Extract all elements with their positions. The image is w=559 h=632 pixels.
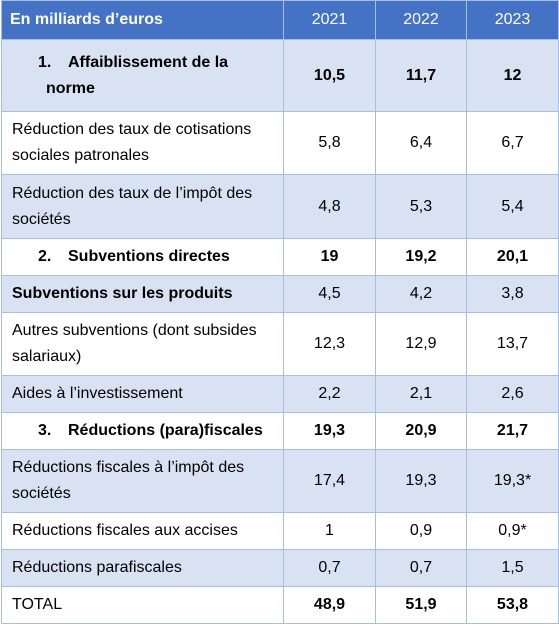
cell-2022: 51,9 <box>375 586 467 624</box>
row-label: Réduction des taux de l’impôt des sociét… <box>1 174 284 239</box>
section-number: 2. <box>38 248 52 265</box>
cell-2022: 11,7 <box>375 39 467 112</box>
table-row: Autres subventions (dont sub­sides salar… <box>1 312 559 376</box>
row-label: Autres subventions (dont sub­sides salar… <box>1 312 284 376</box>
table-row: Réductions parafiscales 0,7 0,7 1,5 <box>1 549 559 587</box>
cell-2023: 53,8 <box>466 586 559 624</box>
cell-2021: 0,7 <box>283 549 376 587</box>
table-header-row: En milliards d’euros 2021 2022 2023 <box>1 0 559 40</box>
cell-2021: 4,8 <box>283 174 376 239</box>
table-row-section-3: 3. Réductions (para)fiscales 19,3 20,9 21… <box>1 412 559 450</box>
cell-2021: 17,4 <box>283 449 376 513</box>
table-row: Réduction des taux de l’impôt des sociét… <box>1 174 559 239</box>
section-number: 3. <box>38 422 52 439</box>
section-title: Affaiblissement de la norme <box>46 53 229 97</box>
cell-2022: 12,9 <box>375 312 467 376</box>
cell-2023: 6,7 <box>466 111 559 175</box>
header-year-2023: 2023 <box>466 0 559 40</box>
row-label: Aides à l’investissement <box>1 375 284 413</box>
table-row: Réductions fiscales à l’impôt des sociét… <box>1 449 559 513</box>
header-label: En milliards d’euros <box>1 0 284 40</box>
table-row: Aides à l’investissement 2,2 2,1 2,6 <box>1 375 559 413</box>
cell-2023: 13,7 <box>466 312 559 376</box>
row-label: Réductions fiscales aux accises <box>1 512 284 550</box>
cell-2023: 20,1 <box>466 238 559 276</box>
cell-2023: 5,4 <box>466 174 559 239</box>
cell-2021: 12,3 <box>283 312 376 376</box>
cell-2021: 48,9 <box>283 586 376 624</box>
cell-2021: 10,5 <box>283 39 376 112</box>
row-label: Réductions fiscales à l’impôt des sociét… <box>1 449 284 513</box>
cell-2023: 12 <box>466 39 559 112</box>
cell-2021: 19,3 <box>283 412 376 450</box>
cell-2022: 6,4 <box>375 111 467 175</box>
cell-2023: 2,6 <box>466 375 559 413</box>
table-row: Réductions fiscales aux accises 1 0,9 0,… <box>1 512 559 550</box>
cell-2023: 19,3* <box>466 449 559 513</box>
cell-2022: 0,9 <box>375 512 467 550</box>
table-row: Réduction des taux de cotisa­tions socia… <box>1 111 559 175</box>
cell-2021: 5,8 <box>283 111 376 175</box>
row-label: 1. Affaiblissement de la norme <box>1 39 284 112</box>
row-label: Réductions parafiscales <box>1 549 284 587</box>
cell-2021: 2,2 <box>283 375 376 413</box>
section-title: Subventions directes <box>68 248 230 265</box>
table-row-section-1: 1. Affaiblissement de la norme 10,5 11,7 … <box>1 39 559 112</box>
cell-2022: 19,3 <box>375 449 467 513</box>
table-row-total: TOTAL 48,9 51,9 53,8 <box>1 586 559 624</box>
cell-2022: 4,2 <box>375 275 467 313</box>
cell-2023: 21,7 <box>466 412 559 450</box>
row-label: TOTAL <box>1 586 284 624</box>
cell-2021: 4,5 <box>283 275 376 313</box>
cell-2021: 1 <box>283 512 376 550</box>
section-title: Réductions (para)fiscales <box>68 422 263 439</box>
row-label: 3. Réductions (para)fiscales <box>1 412 284 450</box>
cell-2022: 5,3 <box>375 174 467 239</box>
row-label: Subventions sur les produits <box>1 275 284 313</box>
cell-2021: 19 <box>283 238 376 276</box>
row-label: Réduction des taux de cotisa­tions socia… <box>1 111 284 175</box>
cell-2023: 1,5 <box>466 549 559 587</box>
section-number: 1. <box>38 53 52 71</box>
cell-2022: 19,2 <box>375 238 467 276</box>
header-year-2022: 2022 <box>375 0 467 40</box>
table-row-section-2: 2. Subventions directes 19 19,2 20,1 <box>1 238 559 276</box>
cell-2022: 0,7 <box>375 549 467 587</box>
cell-2023: 3,8 <box>466 275 559 313</box>
cell-2022: 20,9 <box>375 412 467 450</box>
header-year-2021: 2021 <box>283 0 376 40</box>
cell-2023: 0,9* <box>466 512 559 550</box>
cell-2022: 2,1 <box>375 375 467 413</box>
row-label: 2. Subventions directes <box>1 238 284 276</box>
table-row: Subventions sur les produits 4,5 4,2 3,8 <box>1 275 559 313</box>
